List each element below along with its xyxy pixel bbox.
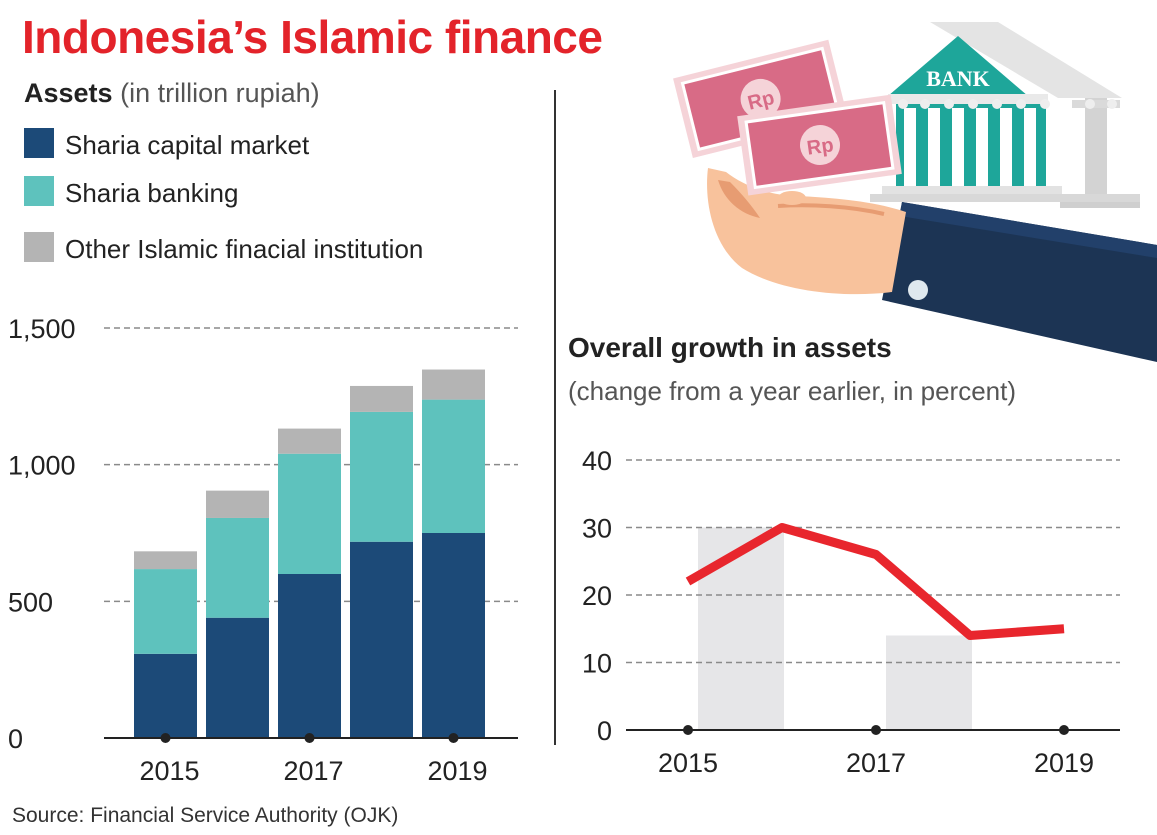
year-band <box>698 527 784 730</box>
chart-divider <box>554 90 556 745</box>
y-tick-label: 0 <box>8 724 23 754</box>
legend-swatch-other <box>24 232 54 262</box>
assets-bar-chart: 0 500 1,000 1,500 2015 2017 2019 <box>8 314 518 786</box>
bar-segment <box>206 517 269 618</box>
money-notes-icon: Rp Rp <box>673 39 902 196</box>
legend-label-banking: Sharia banking <box>65 178 239 208</box>
x-tick-dot <box>448 733 459 743</box>
legend-label-other: Other Islamic finacial institution <box>65 234 424 264</box>
x-tick-label: 2019 <box>1034 748 1094 778</box>
legend-label-capital-market: Sharia capital market <box>65 130 310 160</box>
bar-segment <box>422 369 485 400</box>
bank-hand-money-illustration: BANK Rp Rp <box>673 22 1157 362</box>
y-tick-label: 30 <box>582 514 612 544</box>
bar-segment <box>422 533 485 738</box>
assets-unit: (in trillion rupiah) <box>120 78 320 108</box>
bar-segment <box>350 411 413 542</box>
assets-heading-row: Assets (in trillion rupiah) <box>24 78 320 109</box>
x-tick-label: 2015 <box>658 748 718 778</box>
bar-segment <box>278 574 341 738</box>
growth-line <box>685 523 1065 640</box>
growth-subheading: (change from a year earlier, in percent) <box>568 376 1016 406</box>
y-tick-label: 40 <box>582 446 612 476</box>
bar-segment <box>206 490 269 518</box>
growth-heading: Overall growth in assets <box>568 332 892 363</box>
bar-segment <box>206 617 269 738</box>
growth-line-chart: 0 10 20 30 40 2015 2017 2019 <box>582 446 1120 778</box>
x-tick-label: 2015 <box>139 756 199 786</box>
y-tick-label: 20 <box>582 581 612 611</box>
x-tick-label: 2017 <box>846 748 906 778</box>
hand-icon <box>707 168 906 295</box>
bar-segment <box>278 453 341 574</box>
x-tick-label: 2017 <box>283 756 343 786</box>
x-tick-dot <box>683 725 693 735</box>
page-title: Indonesia’s Islamic finance <box>22 11 603 63</box>
y-tick-label: 0 <box>597 716 612 746</box>
bar-segment <box>278 428 341 454</box>
y-tick-label: 500 <box>8 587 53 617</box>
x-tick-dot <box>1059 725 1069 735</box>
source-note: Source: Financial Service Authority (OJK… <box>12 804 399 827</box>
sleeve-icon <box>882 202 1157 362</box>
note-currency-text-2: Rp <box>806 134 835 159</box>
bar-segment <box>134 551 197 570</box>
x-tick-dot <box>871 725 881 735</box>
bank-icon: BANK <box>870 22 1140 208</box>
y-tick-label: 1,000 <box>8 451 76 481</box>
y-tick-label: 1,500 <box>8 314 76 344</box>
bank-sign-text: BANK <box>926 66 990 91</box>
bar-segment <box>134 569 197 654</box>
bar-segment <box>134 653 197 738</box>
assets-heading: Assets <box>24 78 113 108</box>
y-tick-label: 10 <box>582 649 612 679</box>
x-tick-label: 2019 <box>427 756 487 786</box>
year-band <box>886 635 972 730</box>
bar-segment <box>422 399 485 533</box>
x-tick-dot <box>304 733 315 743</box>
bar-segment <box>350 385 413 412</box>
x-tick-dot <box>160 733 171 743</box>
bar-segment <box>350 541 413 738</box>
legend-swatch-banking <box>24 176 54 206</box>
legend-swatch-capital-market <box>24 128 54 158</box>
